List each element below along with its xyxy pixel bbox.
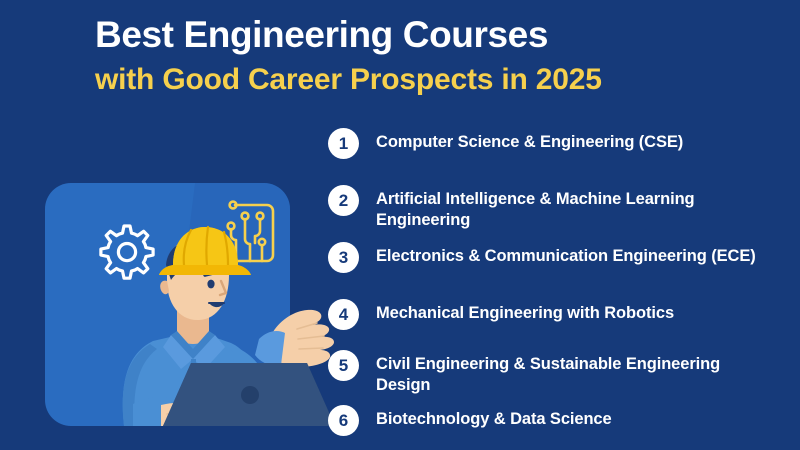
list-item[interactable]: 3 Electronics & Communication Engineerin… [328, 242, 788, 273]
list-item-label: Biotechnology & Data Science [376, 410, 612, 428]
list-item-number: 1 [328, 128, 359, 159]
list-item[interactable]: 5 Civil Engineering & Sustainable Engine… [328, 350, 788, 396]
title-line-secondary: with Good Career Prospects in 2025 [95, 63, 602, 96]
list-item-label: Electronics & Communication Engineering … [376, 247, 756, 265]
list-item-number: 3 [328, 242, 359, 273]
list-item-number: 2 [328, 185, 359, 216]
list-item[interactable]: 2 Artificial Intelligence & Machine Lear… [328, 185, 788, 231]
illustration-artwork [99, 183, 335, 426]
list-item-label: Artificial Intelligence & Machine Learni… [376, 190, 695, 229]
list-item-label: Computer Science & Engineering (CSE) [376, 133, 684, 151]
list-item[interactable]: 1 Computer Science & Engineering (CSE) [328, 128, 788, 159]
gear-icon [99, 224, 155, 280]
circuit-chip-icon [226, 200, 275, 263]
title-line-primary: Best Engineering Courses [95, 14, 549, 55]
list-item-label: Civil Engineering & Sustainable Engineer… [376, 355, 721, 394]
list-item-number: 4 [328, 299, 359, 330]
page-title: Best Engineering Courses with Good Caree… [95, 12, 785, 100]
list-item-number: 6 [328, 405, 359, 436]
list-item-label: Mechanical Engineering with Robotics [376, 304, 675, 322]
list-item[interactable]: 6 Biotechnology & Data Science [328, 405, 788, 436]
list-item-number: 5 [328, 350, 359, 381]
laptop [163, 363, 335, 426]
list-item[interactable]: 4 Mechanical Engineering with Robotics [328, 299, 788, 330]
engineer-illustration [45, 183, 335, 426]
open-hand [255, 309, 334, 368]
